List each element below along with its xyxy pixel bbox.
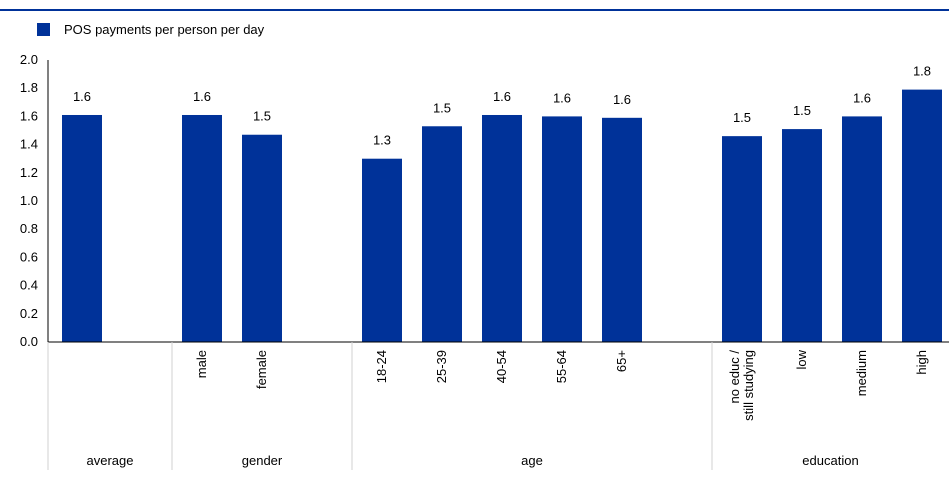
category-label: no educ /still studying bbox=[727, 350, 756, 421]
bar bbox=[902, 89, 942, 342]
y-tick-label: 1.2 bbox=[20, 165, 38, 180]
category-label: high bbox=[914, 350, 929, 375]
bar-value-label: 1.6 bbox=[493, 89, 511, 104]
group-label: age bbox=[521, 453, 543, 468]
bar bbox=[722, 136, 762, 342]
group-label: average bbox=[87, 453, 134, 468]
legend: POS payments per person per day bbox=[37, 22, 264, 37]
top-rule bbox=[0, 9, 949, 11]
bar-value-label: 1.6 bbox=[73, 89, 91, 104]
bar-value-label: 1.6 bbox=[853, 90, 871, 105]
bar-value-label: 1.6 bbox=[193, 89, 211, 104]
y-tick-label: 2.0 bbox=[20, 52, 38, 67]
group-label: education bbox=[802, 453, 858, 468]
y-tick-label: 0.8 bbox=[20, 221, 38, 236]
bar-value-label: 1.5 bbox=[733, 110, 751, 125]
bar-value-label: 1.5 bbox=[793, 103, 811, 118]
bar-value-label: 1.5 bbox=[433, 100, 451, 115]
y-tick-label: 1.0 bbox=[20, 193, 38, 208]
y-tick-label: 1.8 bbox=[20, 80, 38, 95]
bar bbox=[362, 158, 402, 342]
bar bbox=[602, 117, 642, 342]
category-label: male bbox=[194, 350, 209, 378]
bar bbox=[182, 114, 222, 343]
bar bbox=[842, 116, 882, 343]
legend-swatch bbox=[37, 23, 50, 36]
bar-value-label: 1.8 bbox=[913, 64, 931, 79]
category-label: 40-54 bbox=[494, 350, 509, 383]
bar bbox=[242, 134, 282, 342]
category-label: female bbox=[254, 350, 269, 389]
category-label: 25-39 bbox=[434, 350, 449, 383]
y-tick-label: 0.4 bbox=[20, 278, 38, 293]
bar bbox=[542, 116, 582, 343]
bar bbox=[422, 126, 462, 343]
category-label: low bbox=[794, 349, 809, 369]
bar-value-label: 1.6 bbox=[553, 90, 571, 105]
category-label: 55-64 bbox=[554, 350, 569, 383]
bar bbox=[62, 114, 102, 343]
group-label: gender bbox=[242, 453, 283, 468]
bar-value-label: 1.3 bbox=[373, 133, 391, 148]
y-tick-label: 0.2 bbox=[20, 306, 38, 321]
legend-label: POS payments per person per day bbox=[64, 22, 265, 37]
bar bbox=[482, 114, 522, 343]
category-label: medium bbox=[854, 350, 869, 396]
category-label: 65+ bbox=[614, 350, 629, 372]
y-tick-label: 0.0 bbox=[20, 334, 38, 349]
category-label: 18-24 bbox=[374, 350, 389, 383]
bar bbox=[782, 129, 822, 342]
bar-value-label: 1.5 bbox=[253, 109, 271, 124]
y-tick-label: 0.6 bbox=[20, 249, 38, 264]
y-tick-label: 1.4 bbox=[20, 137, 38, 152]
y-tick-label: 1.6 bbox=[20, 108, 38, 123]
bar-value-label: 1.6 bbox=[613, 92, 631, 107]
